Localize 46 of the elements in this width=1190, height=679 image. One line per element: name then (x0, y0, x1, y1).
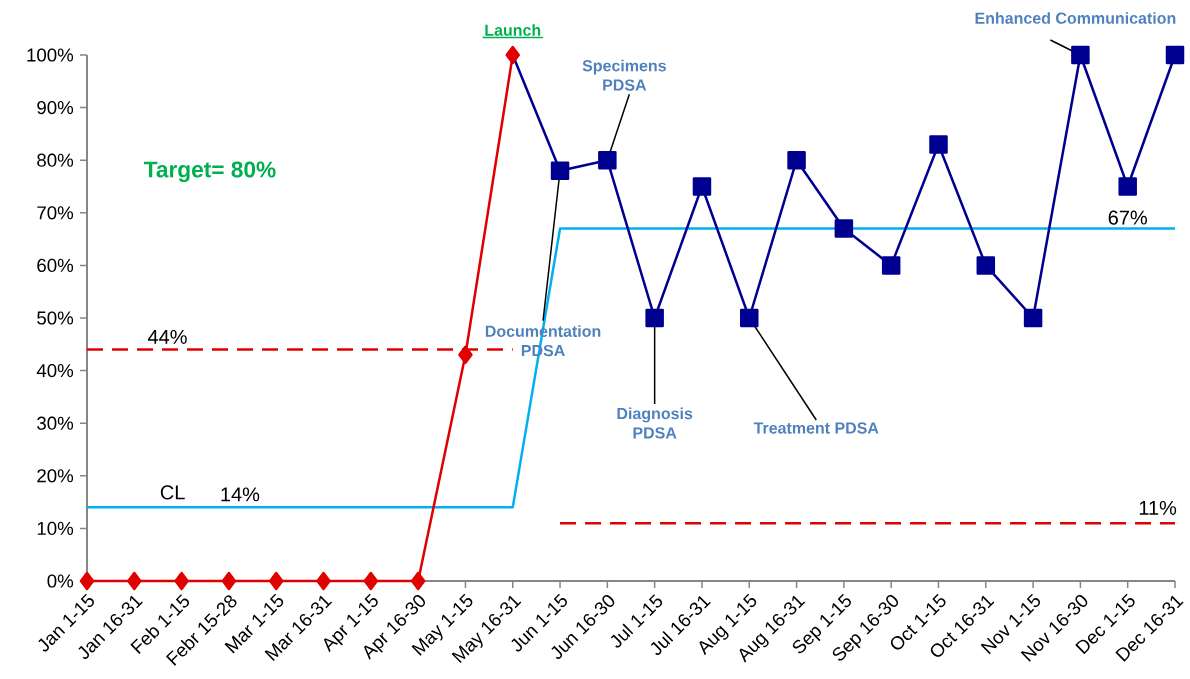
series-label: CL (160, 485, 185, 500)
point (550, 161, 570, 180)
y-tick-label: 90% (37, 100, 74, 115)
annotation: Specimens PDSA (582, 59, 666, 91)
point (458, 345, 473, 365)
point (410, 571, 426, 591)
y-tick-label: 100% (27, 48, 74, 62)
annotation: Target= 80% (143, 161, 276, 183)
point (221, 571, 237, 591)
annotation: Treatment PDSA (753, 422, 879, 434)
annotation: Enhanced Communication (975, 12, 1176, 24)
y-tick-label: 50% (37, 311, 74, 325)
point (976, 256, 996, 275)
annotation: 11% (1139, 500, 1177, 515)
point (692, 177, 712, 196)
point (787, 150, 806, 170)
point (174, 571, 189, 591)
y-tick-label: 80% (37, 153, 74, 167)
annotation: Launch (485, 24, 541, 36)
y-tick-label: 70% (37, 206, 74, 220)
y-tick-label: 20% (37, 469, 74, 483)
point (740, 308, 759, 328)
point (127, 571, 142, 591)
point (505, 45, 520, 65)
annotation: 44% (147, 329, 187, 344)
y-tick-label: 0% (47, 574, 74, 588)
point (1071, 45, 1090, 65)
point (881, 256, 901, 275)
point (1023, 308, 1043, 328)
y-tick-label: 40% (36, 363, 74, 378)
point (268, 571, 284, 591)
y-tick-label: 30% (37, 416, 74, 430)
point (1118, 177, 1137, 196)
point (929, 135, 948, 154)
y-tick-label: 10% (37, 521, 74, 536)
point (1165, 45, 1185, 65)
point (834, 219, 854, 238)
point (316, 571, 331, 591)
point (79, 571, 95, 591)
point (598, 150, 617, 170)
annotation: 14% (221, 487, 260, 502)
y-tick-label: 60% (37, 258, 74, 273)
annotation: 67% (1108, 210, 1147, 225)
annotation: Diagnosis PDSA (617, 407, 693, 439)
point (363, 571, 379, 591)
point (645, 308, 664, 328)
